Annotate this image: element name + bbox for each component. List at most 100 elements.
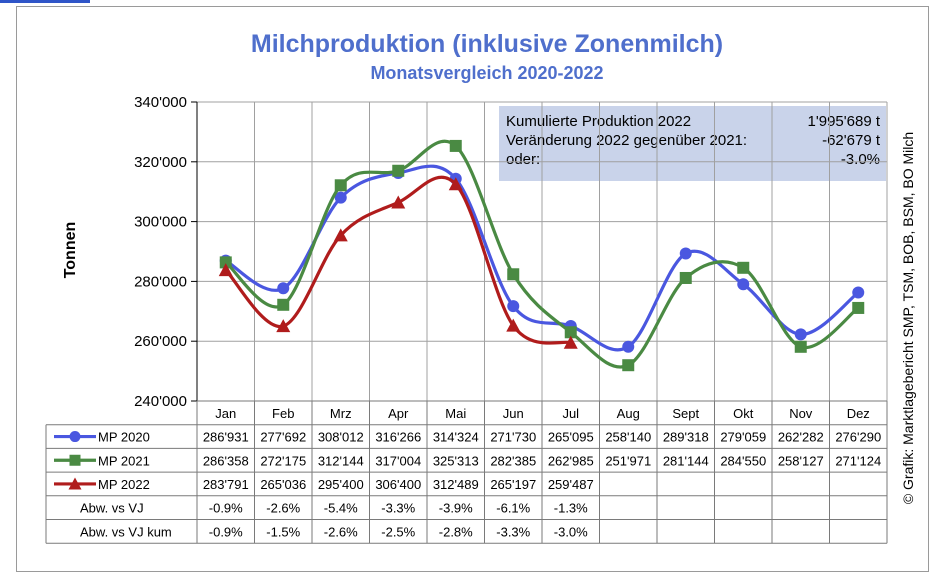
category-label-sept: Sept — [672, 406, 699, 421]
table-cell: 317'004 — [375, 453, 421, 468]
point-mp-2020-jun — [507, 300, 520, 313]
table-cell: 258'127 — [778, 453, 824, 468]
point-mp-2022-jul — [563, 335, 578, 349]
table-cell: 308'012 — [318, 430, 364, 445]
table-cell: 276'290 — [835, 430, 881, 445]
table-cell: -2.6% — [324, 524, 358, 539]
legend-label: MP 2021 — [98, 453, 150, 468]
point-mp-2021-mai — [449, 139, 462, 152]
y-axis-label: Tonnen — [62, 222, 79, 279]
table-row-mp-2020: MP 2020 286'931 277'692 308'012 316'266 314'3… — [54, 430, 881, 445]
table-cell: 279'059 — [720, 430, 766, 445]
series-mp-2022 — [218, 175, 578, 349]
chart-subtitle: Monatsvergleich 2020-2022 — [370, 63, 603, 83]
legend-label: MP 2022 — [98, 477, 150, 492]
point-mp-2020-aug — [622, 340, 635, 353]
legend-marker-mp-2022 — [68, 477, 82, 490]
category-label-nov: Nov — [789, 406, 813, 421]
table-cell: 286'358 — [203, 453, 249, 468]
table-cell: 271'124 — [835, 453, 881, 468]
legend-label: MP 2020 — [98, 430, 150, 445]
point-mp-2022-mrz — [333, 228, 348, 242]
info-box-text: Kumulierte Produktion 2022 1'995'689 t Ver… — [506, 113, 881, 168]
chart-title: Milchproduktion (inklusive Zonenmilch) — [251, 30, 723, 58]
table-cell: 265'095 — [548, 430, 594, 445]
table-cell: -0.9% — [209, 524, 243, 539]
point-mp-2020-nov — [794, 328, 807, 341]
series-mp-2021 — [219, 139, 865, 372]
gridlines — [191, 101, 888, 402]
table-cell: 271'730 — [490, 430, 536, 445]
legend-marker-mp-2020 — [69, 431, 81, 443]
table-cell: -2.5% — [381, 524, 415, 539]
category-label-mai: Mai — [445, 406, 466, 421]
table-cell: -3.3% — [381, 501, 415, 516]
y-tick-label: 300'000 — [134, 214, 187, 231]
table-cell: 325'313 — [433, 453, 479, 468]
table-cell: 262'282 — [778, 430, 824, 445]
table-cell: -2.6% — [266, 501, 300, 516]
table-cell: 265'197 — [490, 477, 536, 492]
point-mp-2021-apr — [392, 164, 405, 177]
table-cell: 282'385 — [490, 453, 536, 468]
table-cell: 312'144 — [318, 453, 364, 468]
table-cell: -6.1% — [496, 501, 530, 516]
table-cell: 286'931 — [203, 430, 249, 445]
table-cell: -3.9% — [439, 501, 473, 516]
y-tick-label: 260'000 — [134, 333, 187, 350]
category-label-dez: Dez — [847, 406, 870, 421]
table-row-abw-vs-vj: Abw. vs VJ -0.9% -2.6% -5.4% -3.3% -3.9% -6.1%… — [80, 501, 588, 516]
table-row-mp-2022: MP 2022 283'791 265'036 295'400 306'400 312'4… — [54, 477, 594, 492]
table-cell: -1.3% — [554, 501, 588, 516]
info-value: -62'679 t — [822, 132, 881, 149]
category-label-aug: Aug — [617, 406, 640, 421]
category-label-jun: Jun — [503, 406, 524, 421]
point-mp-2020-mrz — [334, 191, 347, 204]
point-mp-2021-jul — [564, 326, 577, 339]
legend-marker-mp-2021 — [69, 454, 81, 466]
table-cell: 277'692 — [260, 430, 306, 445]
y-tick-label: 340'000 — [134, 94, 187, 111]
point-mp-2021-dez — [852, 301, 865, 314]
category-label-mrz: Mrz — [330, 406, 352, 421]
info-value: 1'995'689 t — [808, 113, 881, 130]
table-cell: 262'985 — [548, 453, 594, 468]
point-mp-2021-mrz — [334, 179, 347, 192]
table-cell: 306'400 — [375, 477, 421, 492]
table-cell: -1.5% — [266, 524, 300, 539]
point-mp-2021-jan — [219, 256, 232, 269]
table-cell: 258'140 — [605, 430, 651, 445]
table-row-abw-vs-vj-kum: Abw. vs VJ kum -0.9% -1.5% -2.6% -2.5% -2.8% -… — [80, 524, 588, 539]
row-label: Abw. vs VJ kum — [80, 524, 172, 539]
table-cell: 281'144 — [663, 453, 709, 468]
info-label: Kumulierte Produktion 2022 — [506, 113, 691, 130]
point-mp-2021-jun — [507, 268, 520, 281]
category-label-jan: Jan — [215, 406, 236, 421]
info-value: -3.0% — [841, 151, 880, 168]
point-mp-2020-okt — [737, 278, 750, 291]
y-tick-label: 240'000 — [134, 393, 187, 410]
table-row-mp-2021: MP 2021 286'358 272'175 312'144 317'004 325'3… — [54, 453, 881, 468]
point-mp-2021-aug — [622, 359, 635, 372]
table-cell: 316'266 — [375, 430, 421, 445]
y-tick-label: 320'000 — [134, 154, 187, 171]
table-cell: 272'175 — [260, 453, 306, 468]
table-cell: 295'400 — [318, 477, 364, 492]
category-label-feb: Feb — [272, 406, 294, 421]
point-mp-2021-feb — [277, 298, 290, 311]
point-mp-2021-sept — [679, 271, 692, 284]
table-cell: 314'324 — [433, 430, 479, 445]
table-cell: -2.8% — [439, 524, 473, 539]
table-cell: 265'036 — [260, 477, 306, 492]
y-tick-label: 280'000 — [134, 273, 187, 290]
point-mp-2021-okt — [737, 261, 750, 274]
data-table: Jan Feb Mrz Apr Mai Jun Jul Aug Sept Okt Nov Dez MP … — [45, 400, 888, 544]
table-cell: -0.9% — [209, 501, 243, 516]
table-cell: 283'791 — [203, 477, 249, 492]
table-cell: 312'489 — [433, 477, 479, 492]
info-label: oder: — [506, 151, 540, 168]
category-label-apr: Apr — [388, 406, 409, 421]
table-cell: -5.4% — [324, 501, 358, 516]
info-label: Veränderung 2022 gegenüber 2021: — [506, 132, 747, 149]
